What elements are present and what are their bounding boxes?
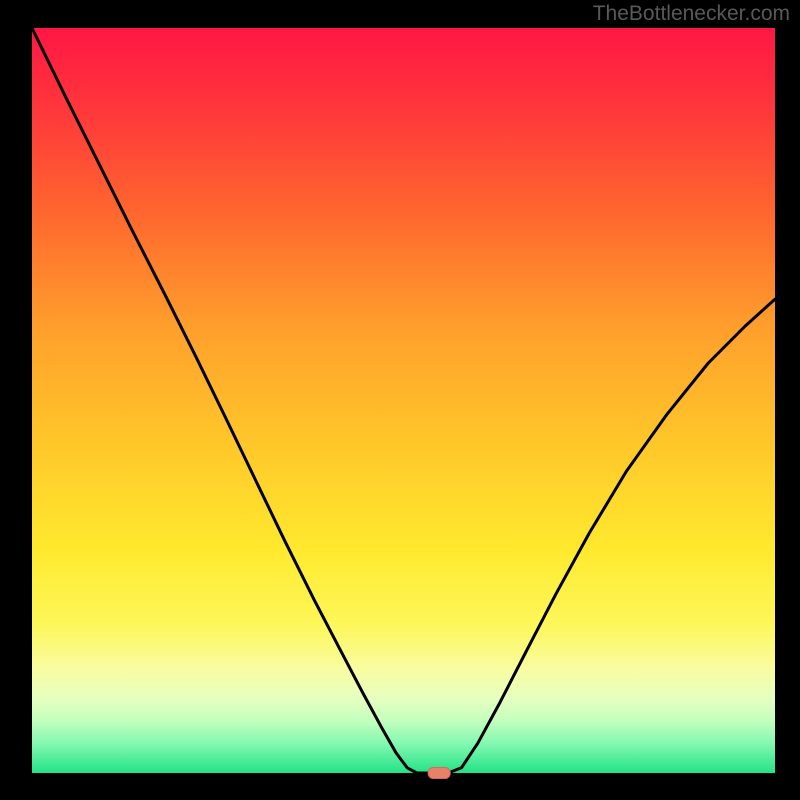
watermark-text: TheBottlenecker.com	[593, 2, 790, 26]
plot-background	[32, 28, 775, 773]
chart-container: TheBottlenecker.com	[0, 0, 800, 800]
optimal-marker	[428, 768, 450, 779]
bottleneck-chart	[0, 0, 800, 800]
